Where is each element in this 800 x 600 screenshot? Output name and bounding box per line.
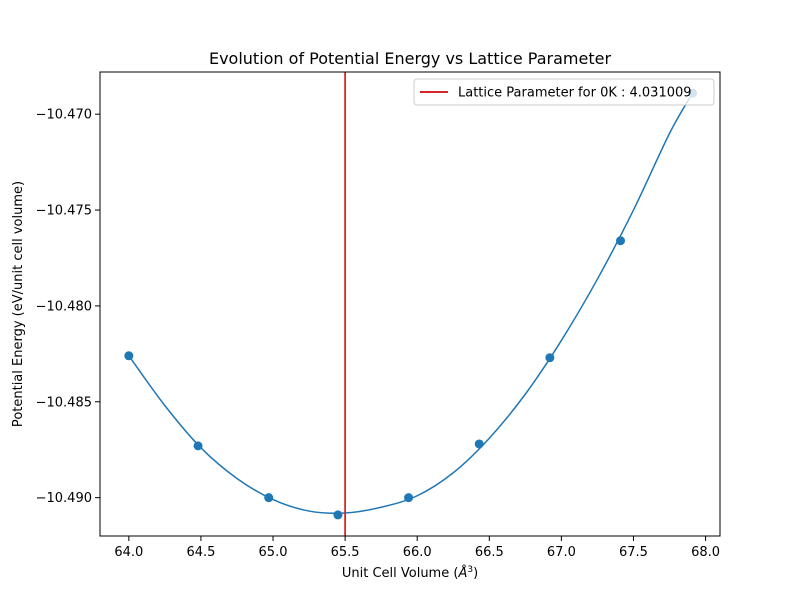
x-axis-label: Unit Cell Volume (Å3) [342,565,478,581]
y-tick-label: −10.485 [36,395,92,410]
x-tick-label: 68.0 [691,545,720,560]
legend: Lattice Parameter for 0K : 4.031009 [413,78,715,106]
y-tick-label: −10.480 [36,299,92,314]
y-tick-label: −10.470 [36,108,92,123]
x-tick-label: 65.5 [331,545,360,560]
x-axis-label-close: ) [473,566,478,581]
x-tick-label: 66.0 [403,545,432,560]
fit-curve-layer [128,92,694,515]
data-point [474,439,484,449]
y-ticks: −10.470 −10.475 −10.480 −10.485 −10.490 [36,108,100,506]
plot-frame [99,71,721,537]
x-tick-label: 67.0 [547,545,576,560]
data-points-layer [124,88,698,520]
x-axis-label-text: Unit Cell Volume ( [342,566,459,581]
legend-label-vline: Lattice Parameter for 0K : 4.031009 [458,86,692,101]
x-tick-label: 64.5 [186,545,215,560]
chart-title: Evolution of Potential Energy vs Lattice… [209,49,611,68]
x-tick-label: 64.0 [114,545,143,560]
data-point [545,353,555,363]
legend-box [413,78,715,106]
y-axis-label: Potential Energy (eV/unit cell volume) [11,181,26,427]
x-tick-label: 67.5 [619,545,648,560]
x-axis-label-symbol: Å [457,565,467,581]
data-point [404,493,414,503]
data-point [333,510,343,520]
fit-curve [128,92,694,515]
x-ticks: 64.0 64.5 65.0 65.5 66.0 66.5 67.0 67.5 68.0 [114,536,720,560]
y-tick-label: −10.475 [36,204,92,219]
data-point [193,441,203,451]
plot-area [100,72,720,536]
x-axis-label-exponent: 3 [467,565,473,575]
y-tick-label: −10.490 [36,491,92,506]
data-point [616,236,626,246]
x-tick-label: 65.0 [259,545,288,560]
data-point [124,351,134,361]
x-tick-label: 66.5 [475,545,504,560]
data-point [264,493,274,503]
